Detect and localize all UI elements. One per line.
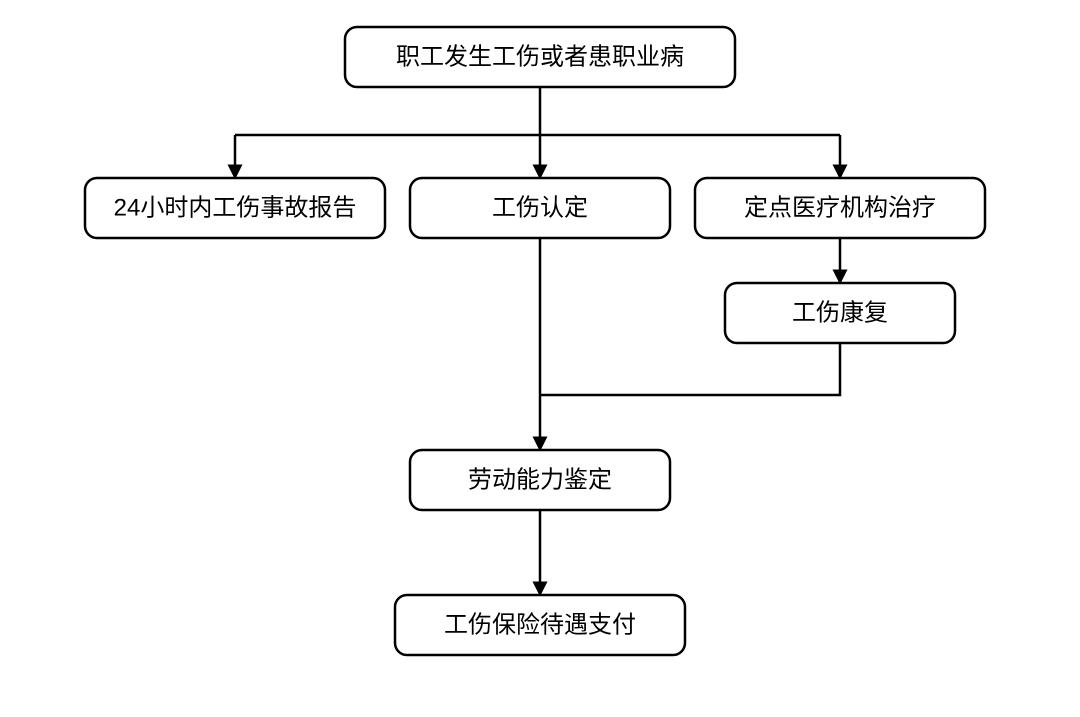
node-label-n3: 工伤认定 [492,195,588,222]
node-label-n6: 劳动能力鉴定 [468,467,612,494]
node-n6: 劳动能力鉴定 [410,450,670,510]
node-label-n7: 工伤保险待遇支付 [444,612,636,639]
node-n7: 工伤保险待遇支付 [395,595,685,655]
node-label-n1: 职工发生工伤或者患职业病 [396,44,684,71]
node-n5: 工伤康复 [725,283,955,343]
node-n1: 职工发生工伤或者患职业病 [345,27,735,87]
node-label-n2: 24小时内工伤事故报告 [114,195,357,222]
node-label-n4: 定点医疗机构治疗 [744,195,936,222]
node-n2: 24小时内工伤事故报告 [85,178,385,238]
node-n4: 定点医疗机构治疗 [695,178,985,238]
node-n3: 工伤认定 [410,178,670,238]
flowchart-canvas: 职工发生工伤或者患职业病 24小时内工伤事故报告 工伤认定 定点医疗机构治疗工伤康复劳… [0,0,1080,717]
node-label-n5: 工伤康复 [792,300,888,327]
edge [540,343,840,395]
